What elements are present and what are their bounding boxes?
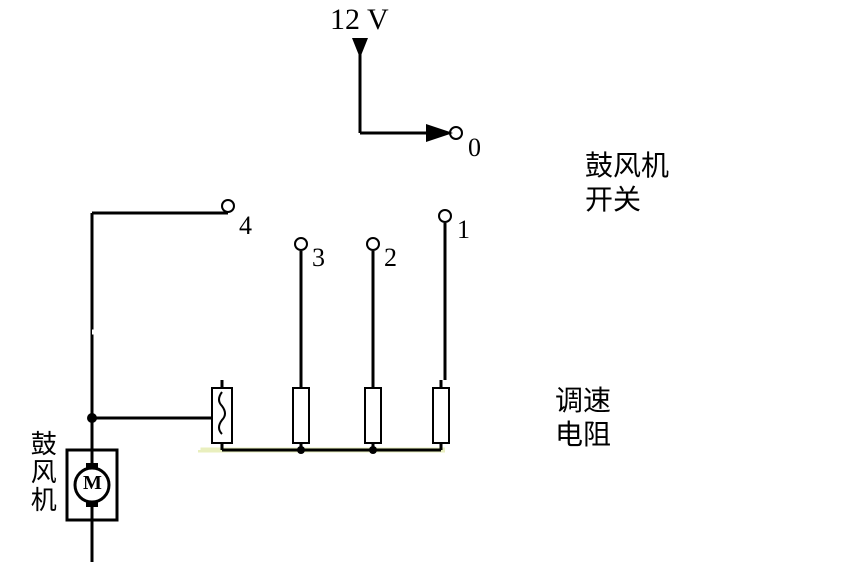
- r1-body: [433, 388, 449, 443]
- resistor-label-1: 调速: [555, 385, 611, 419]
- switch-label-2: 开关: [585, 184, 641, 218]
- voltage-label: 12 V: [330, 2, 389, 38]
- terminal-1: [438, 209, 452, 223]
- terminal-2-label: 2: [384, 242, 397, 273]
- resistor-label-2: 电阻: [555, 419, 611, 453]
- terminal-4-label: 4: [239, 210, 252, 241]
- switch-label-1: 鼓风机: [585, 150, 669, 184]
- terminal-2: [366, 237, 380, 251]
- terminal-4: [221, 199, 235, 213]
- fuse-body: [212, 388, 232, 443]
- terminal-0: [449, 126, 463, 140]
- wiring-svg: [0, 0, 865, 562]
- r3-body: [293, 388, 309, 443]
- terminal-3-label: 3: [312, 242, 325, 273]
- motor-label: 鼓风机: [26, 430, 57, 514]
- terminal-0-label: 0: [468, 132, 481, 163]
- diagram-canvas: 12 V 鼓风机 开关 调速 电阻 0 1 2 3 4 M 鼓风机: [0, 0, 865, 562]
- r2-body: [365, 388, 381, 443]
- terminal-1-label: 1: [457, 214, 470, 245]
- motor-letter: M: [83, 471, 102, 495]
- terminal-3: [294, 237, 308, 251]
- junction-exit: [87, 413, 97, 423]
- wire-12v-arrowhead: [352, 38, 368, 58]
